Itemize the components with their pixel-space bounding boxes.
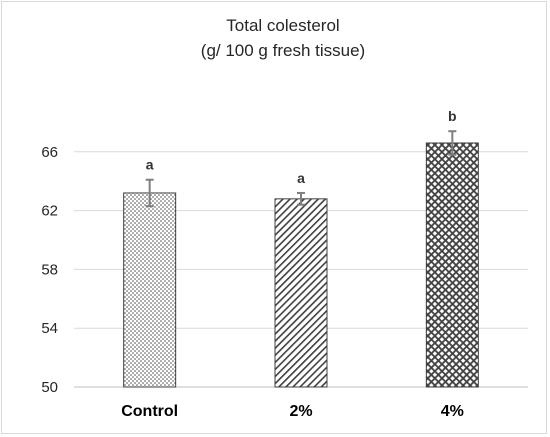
y-tick-label: 54	[41, 320, 58, 337]
significance-letter: a	[146, 157, 154, 173]
chart-title-line2: (g/ 100 g fresh tissue)	[201, 41, 365, 60]
significance-letter: a	[297, 170, 305, 186]
x-category-label: 4%	[441, 403, 464, 420]
y-tick-label: 66	[41, 144, 58, 161]
category-labels: Control 2% 4%	[121, 403, 464, 420]
significance-letter: b	[448, 108, 457, 124]
y-tick-label: 58	[41, 261, 58, 278]
x-category-label: Control	[121, 403, 178, 420]
bar-control	[123, 192, 177, 388]
bar-4pct	[425, 142, 479, 388]
y-axis-tick-labels: 50 54 58 62 66	[41, 144, 58, 396]
y-tick-label: 62	[41, 203, 58, 220]
bars: a a b	[123, 108, 479, 388]
x-category-label: 2%	[289, 403, 312, 420]
chart-title-line1: Total colesterol	[226, 16, 339, 35]
y-tick-label: 50	[41, 379, 58, 396]
bar-2pct	[274, 198, 328, 388]
